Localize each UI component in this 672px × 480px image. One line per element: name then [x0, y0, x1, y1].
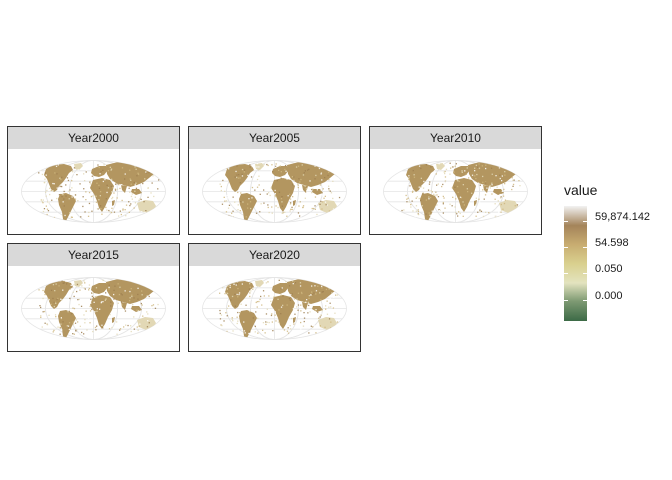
color-legend: value 59,874.142 54.598 0.050 0.000 [564, 180, 670, 330]
continent-madagascar [293, 317, 296, 323]
continent-greenland [74, 163, 83, 170]
map-area [369, 149, 542, 235]
land-layer [219, 279, 339, 340]
raster-texture [401, 162, 521, 218]
continent-australia [137, 200, 156, 213]
continent-europe [272, 166, 289, 177]
raster-texture [38, 279, 160, 336]
continent-southeast-asia [131, 189, 142, 195]
continent-india [302, 302, 308, 310]
continent-southeast-asia [131, 306, 142, 312]
map-svg [383, 160, 528, 223]
panel-strip: Year2000 [7, 126, 180, 150]
continent-southeast-asia [312, 189, 323, 195]
panel-label: Year2020 [249, 248, 300, 262]
continent-southeast-asia [493, 189, 504, 195]
continent-india [483, 185, 489, 193]
continent-madagascar [112, 200, 115, 206]
continent-south-america [58, 310, 76, 340]
land-layer [38, 162, 160, 223]
panel-label: Year2015 [68, 248, 119, 262]
legend-label-3: 0.050 [595, 263, 623, 275]
map-panel-year2015: Year2015 [7, 243, 180, 353]
panel-label: Year2000 [68, 131, 119, 145]
land-layer [219, 162, 341, 223]
continent-madagascar [112, 317, 115, 323]
map-svg [202, 277, 347, 340]
legend-label-2: 54.598 [595, 237, 629, 249]
continent-southeast-asia [312, 306, 323, 312]
map-panel-year2000: Year2000 [7, 126, 180, 236]
map-svg [21, 160, 166, 223]
continent-africa [271, 178, 295, 212]
continent-south-america [58, 193, 76, 223]
continent-asia [106, 162, 155, 187]
continent-india [121, 185, 127, 193]
land-layer [401, 162, 521, 223]
continent-australia [499, 200, 518, 213]
panel-label: Year2010 [430, 131, 481, 145]
continent-south-america [420, 193, 438, 223]
legend-label-top: 59,874.142 [595, 211, 651, 223]
continent-greenland [74, 280, 83, 287]
map-panel-year2010: Year2010 [369, 126, 542, 236]
continent-europe [91, 283, 108, 294]
continent-madagascar [474, 200, 477, 206]
continent-europe [91, 166, 108, 177]
panel-strip: Year2010 [369, 126, 542, 150]
map-panel-year2005: Year2005 [188, 126, 361, 236]
continent-australia [137, 317, 156, 330]
continent-north-america [44, 281, 73, 309]
map-svg [202, 160, 347, 223]
continent-africa [90, 178, 114, 212]
continent-madagascar [293, 200, 296, 206]
map-panel-year2020: Year2020 [188, 243, 361, 353]
panel-strip: Year2005 [188, 126, 361, 150]
continent-north-america [44, 164, 73, 192]
map-svg [21, 277, 166, 340]
map-area [7, 266, 180, 352]
continent-australia [318, 200, 337, 213]
continent-australia [318, 317, 337, 330]
panel-strip: Year2020 [188, 243, 361, 267]
raster-texture [38, 162, 160, 219]
legend-label-bottom: 0.000 [595, 290, 623, 302]
continent-south-america [239, 310, 257, 340]
land-layer [38, 279, 160, 340]
continent-india [121, 302, 127, 310]
panel-strip: Year2015 [7, 243, 180, 267]
map-area [188, 149, 361, 235]
legend-title: value [564, 182, 598, 198]
map-area [188, 266, 361, 352]
continent-africa [90, 295, 114, 329]
legend-colorbar [564, 206, 587, 321]
map-area [7, 149, 180, 235]
continent-greenland [255, 280, 264, 287]
panel-label: Year2005 [249, 131, 300, 145]
continent-africa [271, 295, 295, 329]
continent-asia [287, 162, 336, 187]
